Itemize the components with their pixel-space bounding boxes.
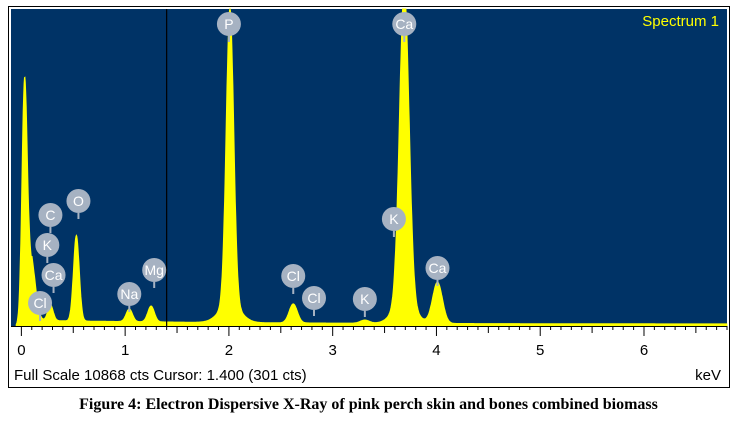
x-tick-label: 4 bbox=[432, 342, 440, 359]
x-tick-label: 3 bbox=[329, 342, 337, 359]
peak-label-na: Na bbox=[117, 282, 142, 312]
svg-text:K: K bbox=[360, 291, 370, 307]
svg-text:C: C bbox=[45, 207, 55, 223]
x-tick-label: 6 bbox=[640, 342, 648, 359]
svg-text:O: O bbox=[73, 193, 84, 209]
x-tick-label: 1 bbox=[121, 342, 129, 359]
x-tick-label: 2 bbox=[225, 342, 233, 359]
svg-text:K: K bbox=[43, 237, 53, 253]
peak-label-ca: Ca bbox=[425, 256, 450, 286]
peak-label-k: K bbox=[35, 233, 60, 263]
svg-text:K: K bbox=[389, 211, 399, 227]
svg-text:Ca: Ca bbox=[395, 16, 413, 32]
figure-caption: Figure 4: Electron Dispersive X-Ray of p… bbox=[79, 396, 658, 413]
peak-label-p: P bbox=[216, 12, 241, 42]
plot-background bbox=[11, 9, 727, 326]
full-scale-cursor-readout: Full Scale 10868 cts Cursor: 1.400 (301 … bbox=[14, 367, 307, 384]
peak-label-ca: Ca bbox=[41, 263, 66, 293]
svg-text:P: P bbox=[224, 16, 233, 32]
peak-label-cl: Cl bbox=[28, 291, 53, 321]
peak-label-k: K bbox=[381, 207, 406, 237]
svg-text:Cl: Cl bbox=[287, 268, 300, 284]
peak-label-k: K bbox=[352, 287, 377, 317]
peak-label-cl: Cl bbox=[281, 264, 306, 294]
peak-label-ca: Ca bbox=[392, 12, 417, 42]
svg-text:Ca: Ca bbox=[45, 267, 63, 283]
x-axis-unit-label: keV bbox=[695, 367, 721, 384]
svg-text:Ca: Ca bbox=[429, 260, 447, 276]
spectrum-title: Spectrum 1 bbox=[642, 13, 719, 30]
axis-area bbox=[9, 326, 729, 386]
x-tick-label: 0 bbox=[17, 342, 25, 359]
svg-text:Cl: Cl bbox=[33, 295, 46, 311]
peak-label-o: O bbox=[66, 189, 91, 219]
peak-label-mg: Mg bbox=[142, 258, 167, 288]
spectrum-series bbox=[15, 7, 728, 327]
svg-text:Mg: Mg bbox=[144, 262, 163, 278]
svg-text:Na: Na bbox=[120, 286, 138, 302]
x-tick-label: 5 bbox=[536, 342, 544, 359]
peak-label-cl: Cl bbox=[302, 286, 327, 316]
svg-text:Cl: Cl bbox=[307, 290, 320, 306]
peak-label-c: C bbox=[38, 203, 63, 233]
eds-spectrum-chart: 0 1 2 3 4 5 6 P Ca O C K Ca Cl Na Mg Cl Cl K K Ca Spectrum 1… bbox=[8, 6, 730, 388]
